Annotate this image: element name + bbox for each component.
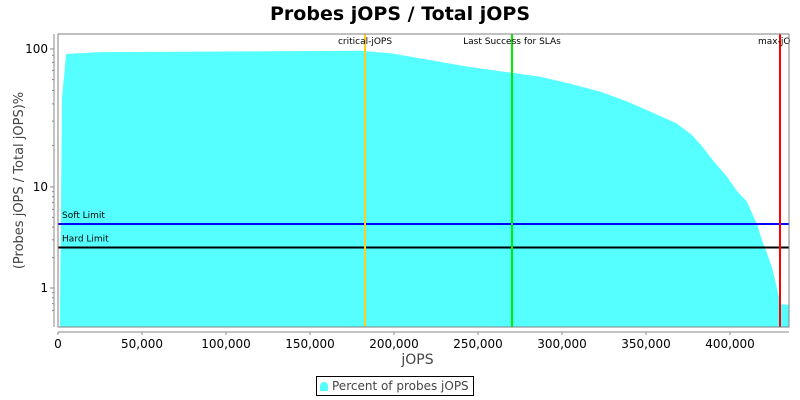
data-area-series [60,50,789,328]
x-tick-label: 50,000 [121,337,163,351]
marker-label: Soft Limit [62,211,105,221]
chart-title: Probes jOPS / Total jOPS [270,3,530,25]
y-tick-label: 10 [33,180,48,194]
x-tick-label: 150,000 [285,337,335,351]
x-tick-label: 400,000 [705,337,755,351]
legend: Percent of probes jOPS [316,376,474,396]
vertical-markers: critical-jOPS Last Success for SLAs max-jO… [338,33,800,328]
plot-border [57,33,790,328]
x-tick-label: 350,000 [621,337,671,351]
x-tick-label: 250,000 [453,337,503,351]
series-area [60,50,789,328]
y-axis-title: (Probes jOPS / Total jOPS)% [12,92,27,269]
marker-label: Last Success for SLAs [463,37,561,47]
x-tick-label: 0 [54,337,62,351]
legend-swatch-icon [320,381,328,391]
x-tick-label: 300,000 [537,337,587,351]
x-tick-label: 100,000 [201,337,251,351]
marker-label: Hard Limit [62,235,109,245]
marker-label: max-jOPS [758,37,800,47]
horizontal-markers: Soft Limit Hard Limit [58,211,789,249]
marker-label: critical-jOPS [338,37,392,47]
y-tick-label: 1 [40,281,48,295]
x-axis-title: jOPS [400,352,433,368]
x-tick-label: 200,000 [369,337,419,351]
legend-label: Percent of probes jOPS [332,379,469,393]
axes: 0 50,000 100,000 150,000 200,000 250,000 300,0… [12,33,790,368]
y-tick-label: 100 [25,42,48,56]
